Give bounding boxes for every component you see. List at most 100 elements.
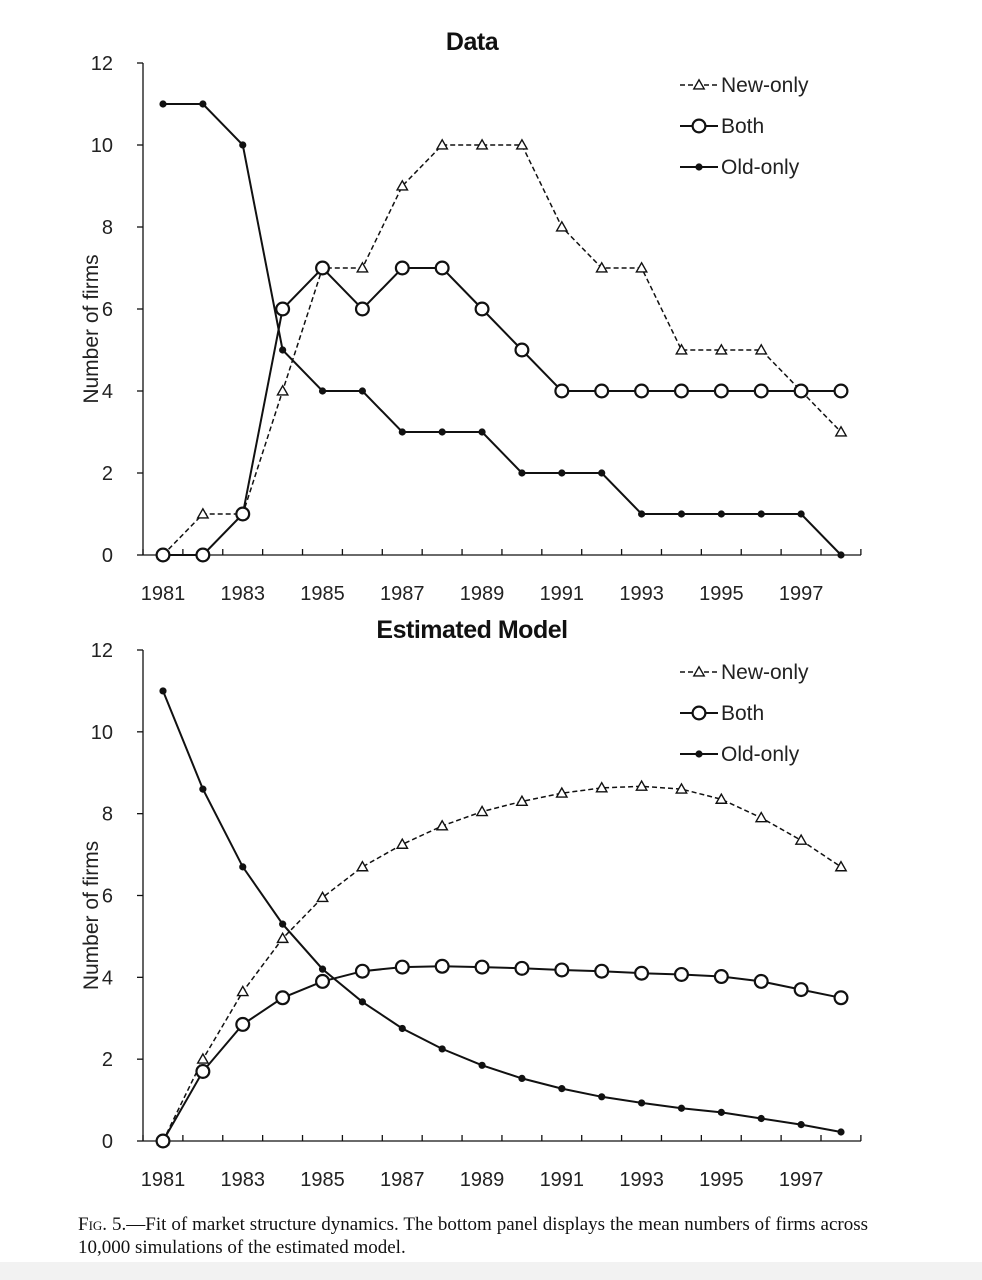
panel-2-series-both-point [833, 990, 849, 1006]
panel-1-series-old-only-point [398, 428, 406, 436]
panel-1-series-both-point [354, 301, 370, 317]
panel-2-y-tick-label: 6 [102, 886, 113, 908]
panel-2-x-tick-label: 1993 [619, 1169, 664, 1191]
panel-2-series-both-point [514, 960, 530, 976]
panel-2-series-old-only-point [279, 920, 287, 928]
panel-1-series-old-only-point [717, 510, 725, 518]
panel-1-series-new-only-point [714, 343, 728, 355]
panel-1-series-both-point [833, 383, 849, 399]
panel-2-series-old-only-point [438, 1045, 446, 1053]
panel-1-series-new-only-point [475, 138, 489, 150]
panel-2-x-tick-label: 1985 [300, 1169, 345, 1191]
panel-1-y-tick-label: 12 [91, 53, 113, 75]
panel-2-series-old-only-point [598, 1093, 606, 1101]
panel-2-x-tick-label: 1991 [540, 1169, 585, 1191]
panel-2-series-new-only-point [236, 985, 250, 997]
panel-2-series-new-only-point [635, 779, 648, 791]
panel-1-legend-label: New-only [721, 74, 809, 97]
panel-2-series-old-only-point [199, 785, 207, 793]
panel-1-series-new-only-point [595, 261, 609, 273]
panel-1-series-new-only-point [515, 138, 529, 150]
panel-2-series-both-point [235, 1016, 251, 1032]
panel-2-series-both-point [394, 959, 410, 975]
panel-1-series-both-point [474, 301, 490, 317]
panel-1-series-old-only-point [598, 469, 606, 477]
panel-1-series-new-only-point [356, 261, 369, 273]
panel-2-x-tick-label: 1987 [380, 1169, 425, 1191]
panel-1-series-old-only-point [358, 387, 367, 395]
panel-2-series-old-only-point [398, 1024, 406, 1033]
panel-1-x-tick-label: 1989 [460, 583, 505, 605]
panel-1-series-old-only-point [797, 510, 805, 518]
panel-2-series-new-only-point [276, 931, 290, 944]
panel-2-series-old-only-point [837, 1128, 845, 1136]
panel-1-y-axis-title: Number of firms [80, 254, 103, 403]
panel-2-x-tick-label: 1983 [221, 1169, 266, 1191]
panel-2-series-new-only-point [356, 860, 369, 872]
panel-1-legend-item-both: Both [680, 115, 764, 138]
panel-1-series-new-only-point [834, 425, 848, 437]
panel-1-series-both-point [514, 342, 530, 358]
panel-1-x-tick-label: 1987 [380, 583, 425, 605]
panel-2-y-tick-label: 12 [91, 640, 113, 662]
panel-2-legend-swatch-marker [692, 665, 706, 677]
panel-2-legend-label: New-only [721, 661, 809, 684]
panel-2-x-tick-label: 1989 [460, 1169, 505, 1191]
panel-2-series-new-only-point [515, 794, 529, 806]
figure-caption: Fig. 5.—Fit of market structure dynamics… [78, 1213, 868, 1259]
panel-2-series-new-only-point [794, 833, 808, 845]
panel-1-series-both-point [155, 547, 171, 563]
panel-2-series-both-point [195, 1063, 211, 1079]
panel-2-series-old-only-point [677, 1104, 686, 1112]
panel-2-series-both-point [434, 958, 450, 974]
panel-2-title: Estimated Model [376, 616, 567, 644]
caption-label: Fig. 5. [78, 1214, 127, 1235]
panel-2-series-both-point [673, 966, 689, 982]
panel-1-series-new-only-point [754, 343, 768, 355]
panel-1-legend-item-new-only: New-only [680, 74, 809, 97]
panel-1-series-old-only-point [438, 428, 446, 436]
panel-2-y-tick-label: 10 [91, 722, 113, 744]
panel-2-series-both-point [474, 959, 490, 975]
panel-1-series-new-only-point [435, 138, 449, 150]
panel-2-y-tick-label: 2 [102, 1049, 113, 1071]
panel-1: Data 0 2 4 6 8 10 12 1981 1983 1985 1987 1989 1991 199… [80, 28, 862, 605]
panel-1-series-both-point [275, 301, 291, 317]
panel-1-y-tick-label: 2 [102, 463, 113, 485]
panel-2-series-old-only-point [478, 1061, 486, 1069]
panel-2-legend-swatch-marker [695, 750, 703, 758]
panel-2-series-old-only-point [757, 1114, 765, 1123]
panel-2-series-new-only-line [162, 785, 842, 1142]
panel-2-series-both-point [634, 965, 650, 981]
panel-2-series-both-point [594, 963, 610, 979]
panel-1-series-old-only-point [558, 469, 566, 477]
panel-2: Estimated Model 0 2 4 6 8 10 12 1981 1983 1985 1987… [80, 616, 862, 1191]
panel-2-series-new-only-point [834, 860, 848, 872]
panel-2-series-both-point [354, 963, 370, 979]
panel-2-series-both-point [713, 969, 729, 985]
panel-2-series-old-only-point [797, 1121, 805, 1129]
panel-1-legend-item-old-only: Old-only [680, 156, 800, 179]
panel-2-x-tick-label: 1995 [699, 1169, 744, 1191]
panel-2-series-old-only-point [518, 1074, 526, 1082]
panel-2-x-tick-label: 1997 [779, 1169, 824, 1191]
panel-1-series-both-point [195, 547, 211, 563]
panel-2-legend-item-old-only: Old-only [680, 743, 800, 766]
panel-1-x-tick-label: 1997 [779, 583, 824, 605]
panel-1-y-tick-label: 6 [102, 299, 113, 321]
panel-1-legend-label: Both [721, 115, 764, 138]
panel-1-series-both-point [634, 383, 650, 399]
panel-1-series-old-only-point [159, 100, 167, 108]
panel-1-series-old-only-point [757, 510, 765, 518]
panel-1-series-both-point [235, 506, 251, 522]
panel-1-title: Data [446, 28, 500, 56]
panel-2-y-tick-label: 4 [102, 967, 113, 989]
panel-1-x-tick-label: 1995 [699, 583, 744, 605]
panel-1-legend-swatch-marker [695, 163, 703, 171]
panel-2-series-new-only-point [595, 781, 609, 793]
panel-1-series-old-only-point [318, 387, 327, 395]
panel-2-legend-item-both: Both [680, 702, 764, 725]
panel-1-series-new-only-point [196, 507, 210, 519]
panel-1-series-new-only-point [395, 179, 409, 191]
